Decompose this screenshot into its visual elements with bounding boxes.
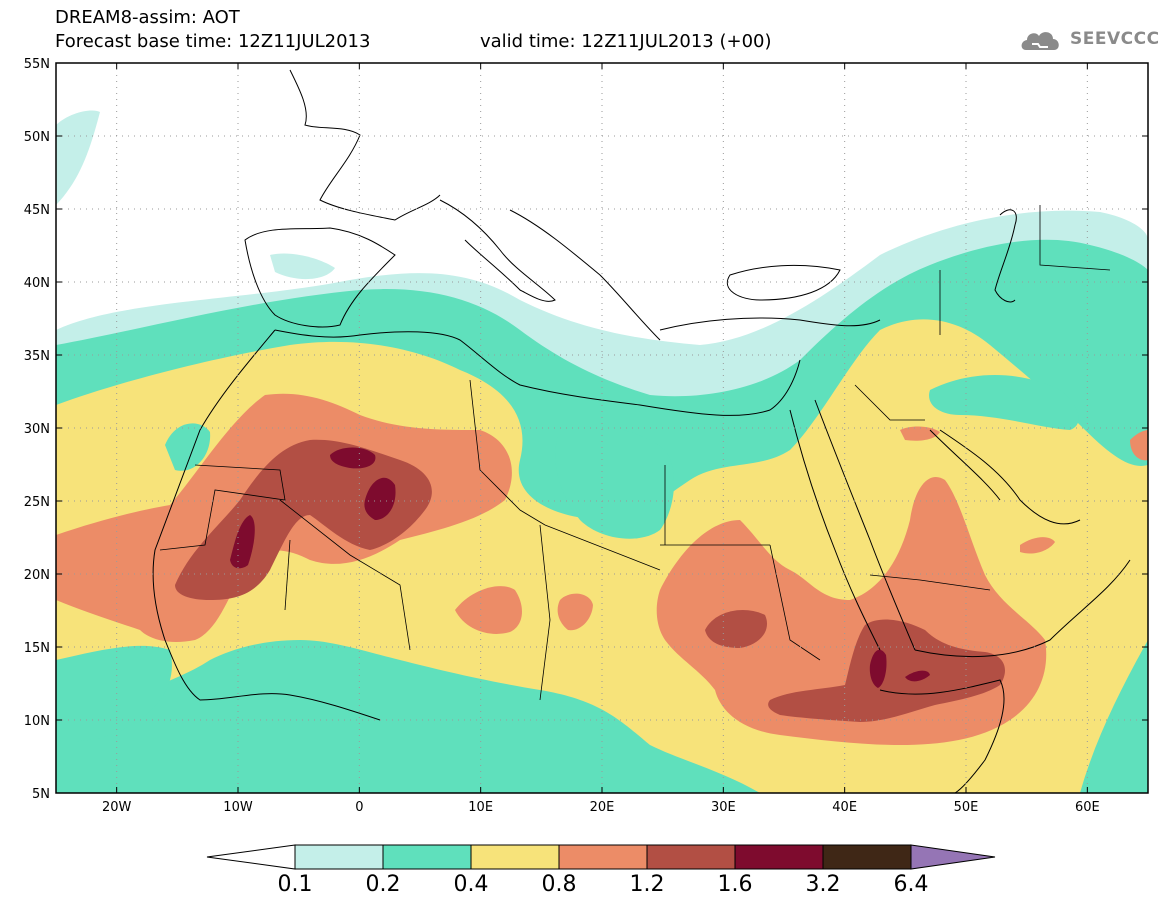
- colorbar-level-label: 1.2: [630, 872, 665, 897]
- lon-tick-label: 20E: [590, 800, 615, 815]
- longitude-axis: 20W 10W 0 10E 20E 30E 40E 50E 60E: [102, 63, 1100, 815]
- lon-tick-label: 30E: [711, 800, 736, 815]
- aot-field: [56, 63, 1148, 793]
- lon-tick-label: 10W: [223, 800, 253, 815]
- lon-tick-label: 50E: [954, 800, 979, 815]
- borders: [159, 205, 1111, 701]
- colorbar: 0.1 0.2 0.4 0.8 1.2 1.6 3.2 6.4: [206, 844, 996, 897]
- colorbar-swatch: [734, 844, 824, 870]
- colorbar-swatch: [294, 844, 384, 870]
- valid-time: valid time: 12Z11JUL2013 (+00): [480, 31, 772, 52]
- logo-text: SEEVCCC: [1070, 29, 1160, 49]
- lon-tick-label: 20W: [102, 800, 132, 815]
- grid-lines: [56, 63, 1148, 793]
- lat-tick-label: 55N: [24, 57, 50, 72]
- latitude-axis: 55N 50N 45N 40N 35N 30N 25N 20N 15N 10N 5N: [24, 57, 1148, 802]
- lat-tick-label: 25N: [24, 495, 50, 510]
- colorbar-swatch: [470, 844, 560, 870]
- aot-level-1-6: [230, 447, 930, 688]
- colorbar-under-arrow: [206, 844, 296, 870]
- colorbar-level-label: 0.4: [454, 872, 489, 897]
- lat-tick-label: 45N: [24, 203, 50, 218]
- cloud-icon: [1021, 32, 1059, 50]
- coastlines: [152, 69, 1131, 793]
- lon-tick-label: 40E: [832, 800, 857, 815]
- lat-tick-label: 50N: [24, 130, 50, 145]
- colorbar-level-label: 0.2: [366, 872, 401, 897]
- colorbar-swatch: [558, 844, 648, 870]
- colorbar-level-label: 1.6: [718, 872, 753, 897]
- lat-tick-label: 30N: [24, 422, 50, 437]
- colorbar-level-label: 3.2: [806, 872, 841, 897]
- colorbar-level-label: 6.4: [894, 872, 929, 897]
- map-title: DREAM8-assim: AOT: [55, 7, 240, 28]
- colorbar-swatch: [646, 844, 736, 870]
- aot-level-0-2-islands: [56, 375, 1079, 742]
- lat-tick-label: 10N: [24, 714, 50, 729]
- lon-tick-label: 0: [355, 800, 363, 815]
- lat-tick-label: 20N: [24, 568, 50, 583]
- colorbar-over-arrow: [910, 844, 996, 870]
- colorbar-level-label: 0.8: [542, 872, 577, 897]
- lat-tick-label: 40N: [24, 276, 50, 291]
- forecast-base-time: Forecast base time: 12Z11JUL2013: [55, 31, 371, 52]
- lon-tick-label: 10E: [468, 800, 493, 815]
- lat-tick-label: 35N: [24, 349, 50, 364]
- colorbar-swatch: [382, 844, 472, 870]
- lat-tick-label: 5N: [32, 787, 50, 802]
- colorbar-swatch: [822, 844, 912, 870]
- lon-tick-label: 60E: [1075, 800, 1100, 815]
- colorbar-level-label: 0.1: [278, 872, 313, 897]
- lat-tick-label: 15N: [24, 641, 50, 656]
